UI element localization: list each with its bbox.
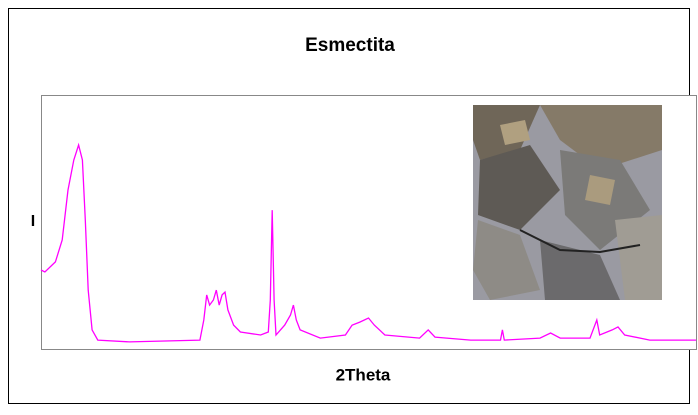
data-line: [40, 142, 696, 343]
chart-title: Esmectita: [305, 35, 395, 56]
photo: [473, 105, 662, 300]
x-axis-label: 2Theta: [336, 365, 391, 384]
y-axis-label: I: [31, 213, 35, 230]
